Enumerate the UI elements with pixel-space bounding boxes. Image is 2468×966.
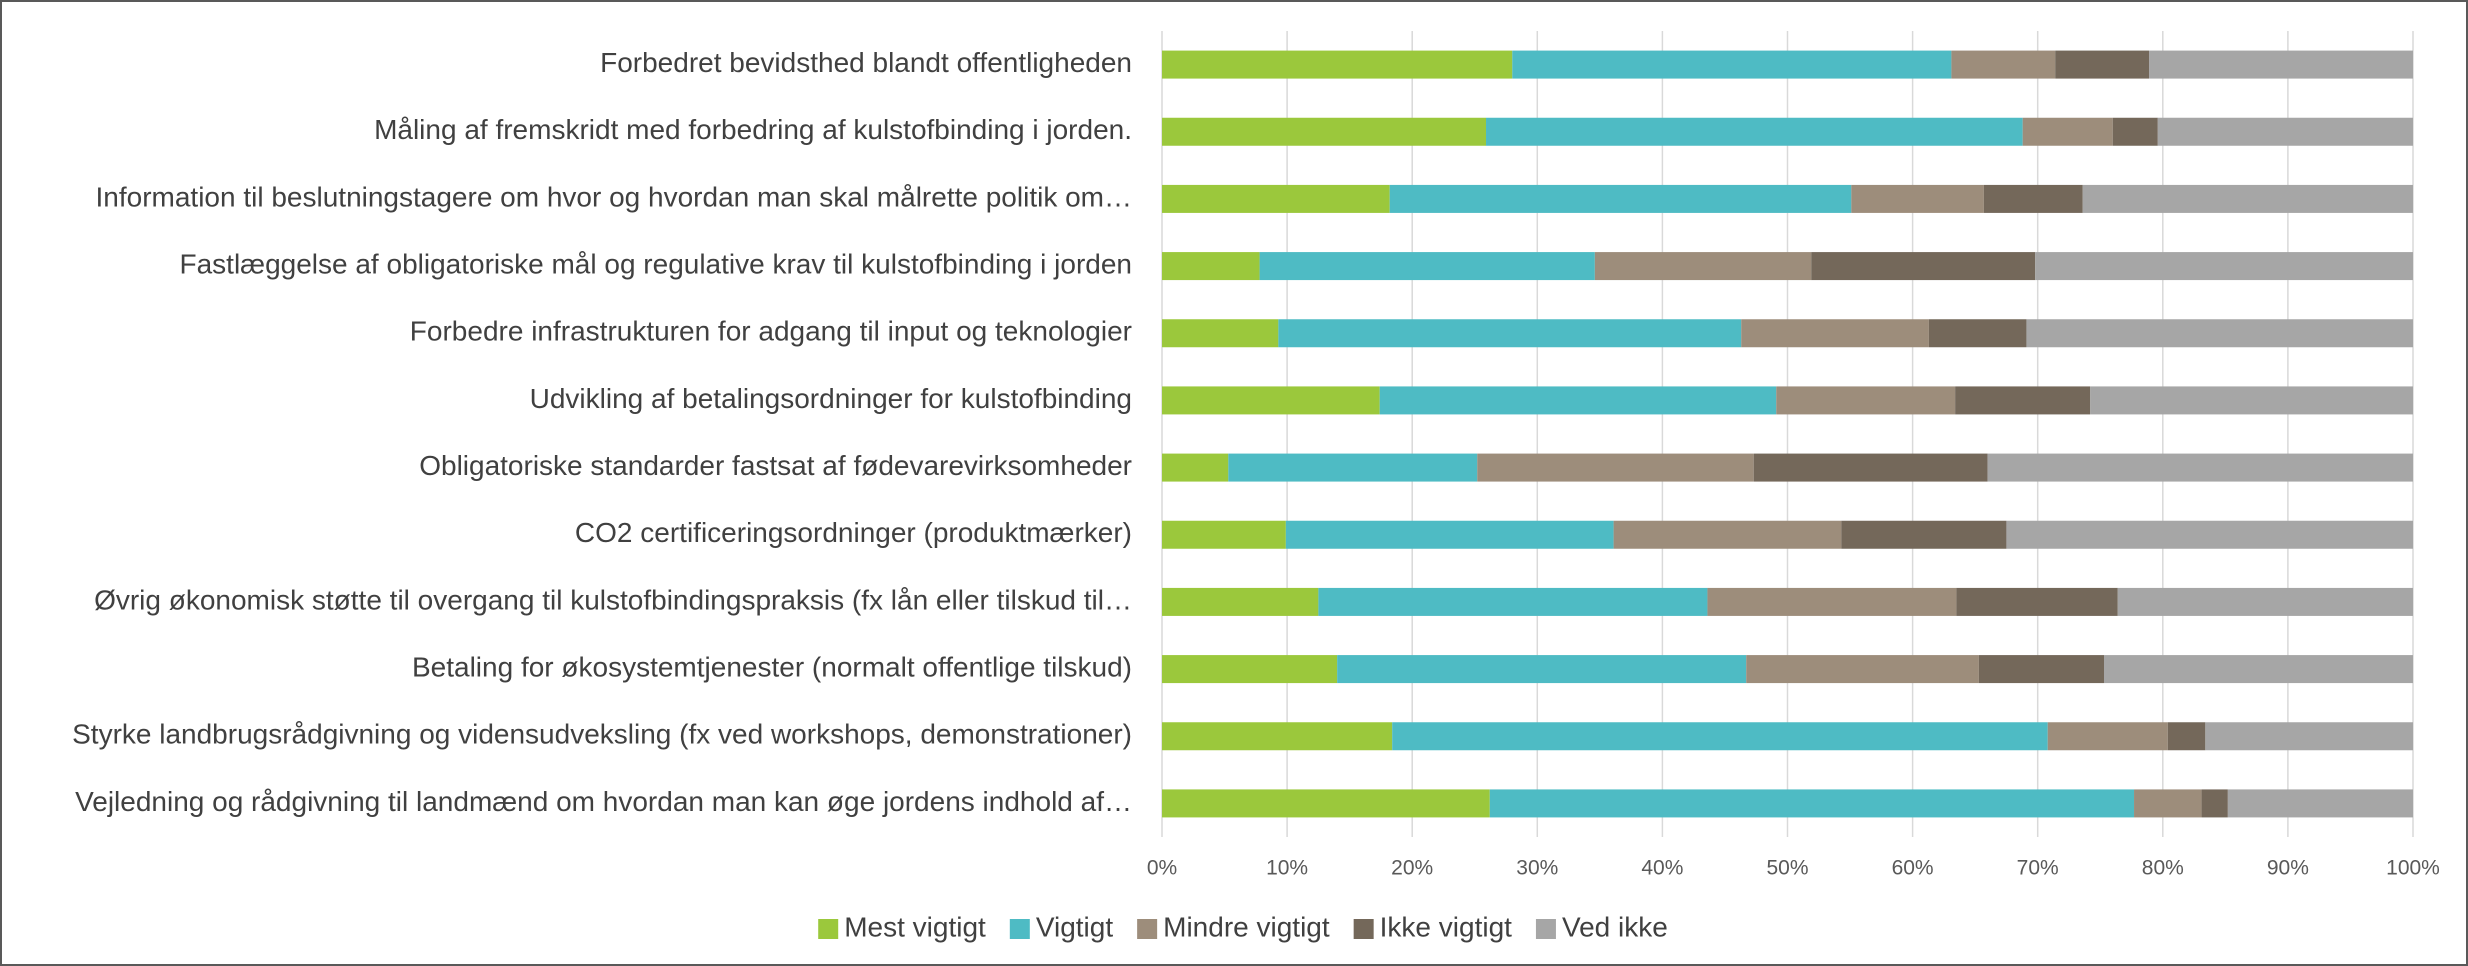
bar-segment: [1162, 789, 1490, 818]
bar-segment: [2157, 117, 2413, 146]
bar-segment: [1707, 587, 1957, 616]
category-label: Obligatoriske standarder fastsat af føde…: [419, 450, 1132, 481]
bar-segment: [1956, 587, 2118, 616]
bar-segment: [1841, 520, 2007, 549]
bar-segment: [1162, 587, 1319, 616]
bar-segment: [1389, 184, 1852, 213]
bar-segment: [1489, 789, 2135, 818]
category-label: Forbedre infrastrukturen for adgang til …: [410, 316, 1132, 347]
legend-swatch: [1535, 919, 1556, 939]
bar-segment: [2117, 587, 2413, 616]
bar-segment: [2047, 722, 2168, 751]
bar-segment: [1851, 184, 1984, 213]
bar-segment: [1228, 453, 1478, 482]
x-tick-label: 70%: [2017, 857, 2059, 880]
bar-segment: [1594, 252, 1812, 281]
bar-segment: [1978, 655, 2105, 684]
bar-segment: [1259, 252, 1595, 281]
category-label: Information til beslutningstagere om hvo…: [96, 181, 1133, 212]
bar-segment: [1746, 655, 1979, 684]
bar-segment: [1753, 453, 1988, 482]
bar-segment: [2055, 50, 2150, 79]
legend-swatch: [1009, 919, 1030, 939]
x-tick-label: 0%: [1147, 857, 1177, 880]
bar-segment: [2090, 386, 2413, 415]
legend-label: Vigtigt: [1036, 911, 1114, 942]
x-tick-label: 100%: [2386, 857, 2440, 880]
bar-segment: [1776, 386, 1956, 415]
bar-segment: [2205, 722, 2413, 751]
bar-segment: [2112, 117, 2158, 146]
category-label: Udvikling af betalingsordninger for kuls…: [530, 383, 1132, 414]
legend-swatch: [1353, 919, 1374, 939]
bar-segment: [1512, 50, 1952, 79]
bar-segment: [1162, 252, 1260, 281]
legend-label: Mest vigtigt: [844, 911, 986, 942]
bar-segment: [2134, 789, 2202, 818]
bar-segment: [1379, 386, 1777, 415]
bar-segment: [1162, 386, 1380, 415]
bar-segment: [1162, 50, 1513, 79]
bar-segment: [1162, 655, 1338, 684]
x-tick-label: 30%: [1516, 857, 1558, 880]
category-label: Fastlæggelse af obligatoriske mål og reg…: [180, 248, 1133, 279]
bar-segment: [1318, 587, 1708, 616]
bar-segment: [1955, 386, 2091, 415]
category-label: Styrke landbrugsrådgivning og vidensudve…: [72, 719, 1132, 750]
x-tick-label: 40%: [1641, 857, 1683, 880]
bar-segment: [1983, 184, 2083, 213]
bar-segment: [1928, 319, 2027, 348]
bar-segment: [2227, 789, 2413, 818]
bar-segment: [1162, 520, 1286, 549]
bar-segment: [2026, 319, 2413, 348]
legend-label: Mindre vigtigt: [1163, 911, 1330, 942]
bar-segment: [2149, 50, 2413, 79]
category-label: CO2 certificeringsordninger (produktmærk…: [575, 517, 1132, 548]
bar-segment: [1951, 50, 2056, 79]
bar-segment: [2022, 117, 2113, 146]
bar-segment: [2201, 789, 2228, 818]
x-tick-label: 50%: [1766, 857, 1808, 880]
x-tick-label: 60%: [1892, 857, 1934, 880]
bar-segment: [1278, 319, 1742, 348]
category-label: Betaling for økosystemtjenester (normalt…: [412, 651, 1132, 682]
bar-segment: [1162, 319, 1279, 348]
category-label: Forbedret bevidsthed blandt offentlighed…: [600, 47, 1132, 78]
bar-segment: [1486, 117, 2023, 146]
bar-segment: [1162, 722, 1393, 751]
category-label: Øvrig økonomisk støtte til overgang til …: [94, 584, 1132, 615]
category-label: Måling af fremskridt med forbedring af k…: [374, 114, 1132, 145]
x-tick-label: 90%: [2267, 857, 2309, 880]
bar-segment: [2082, 184, 2413, 213]
bar-segment: [1392, 722, 2048, 751]
legend: Mest vigtigt Vigtigt Mindre vigtigt Ikke vi…: [818, 911, 1668, 942]
legend-swatch: [1137, 919, 1158, 939]
bar-segment: [1477, 453, 1754, 482]
x-tick-label: 20%: [1391, 857, 1433, 880]
legend-label: Ved ikke: [1562, 911, 1668, 942]
bar-segment: [1285, 520, 1614, 549]
x-tick-label: 80%: [2142, 857, 2184, 880]
legend-swatch: [818, 919, 839, 939]
category-label: Vejledning og rådgivning til landmænd om…: [75, 786, 1132, 817]
bar-segment: [2035, 252, 2413, 281]
bar-segment: [2104, 655, 2413, 684]
legend-label: Ikke vigtigt: [1380, 911, 1512, 942]
bar-segment: [1987, 453, 2413, 482]
bar-segment: [1162, 453, 1229, 482]
bar-segment: [1613, 520, 1842, 549]
bar-segment: [1162, 184, 1390, 213]
bar-segment: [1811, 252, 2036, 281]
bar-segment: [2167, 722, 2206, 751]
bar-segment: [1337, 655, 1747, 684]
bar-segment: [2006, 520, 2413, 549]
bar-segment: [1162, 117, 1487, 146]
bar-segment: [1741, 319, 1929, 348]
x-tick-label: 10%: [1266, 857, 1308, 880]
